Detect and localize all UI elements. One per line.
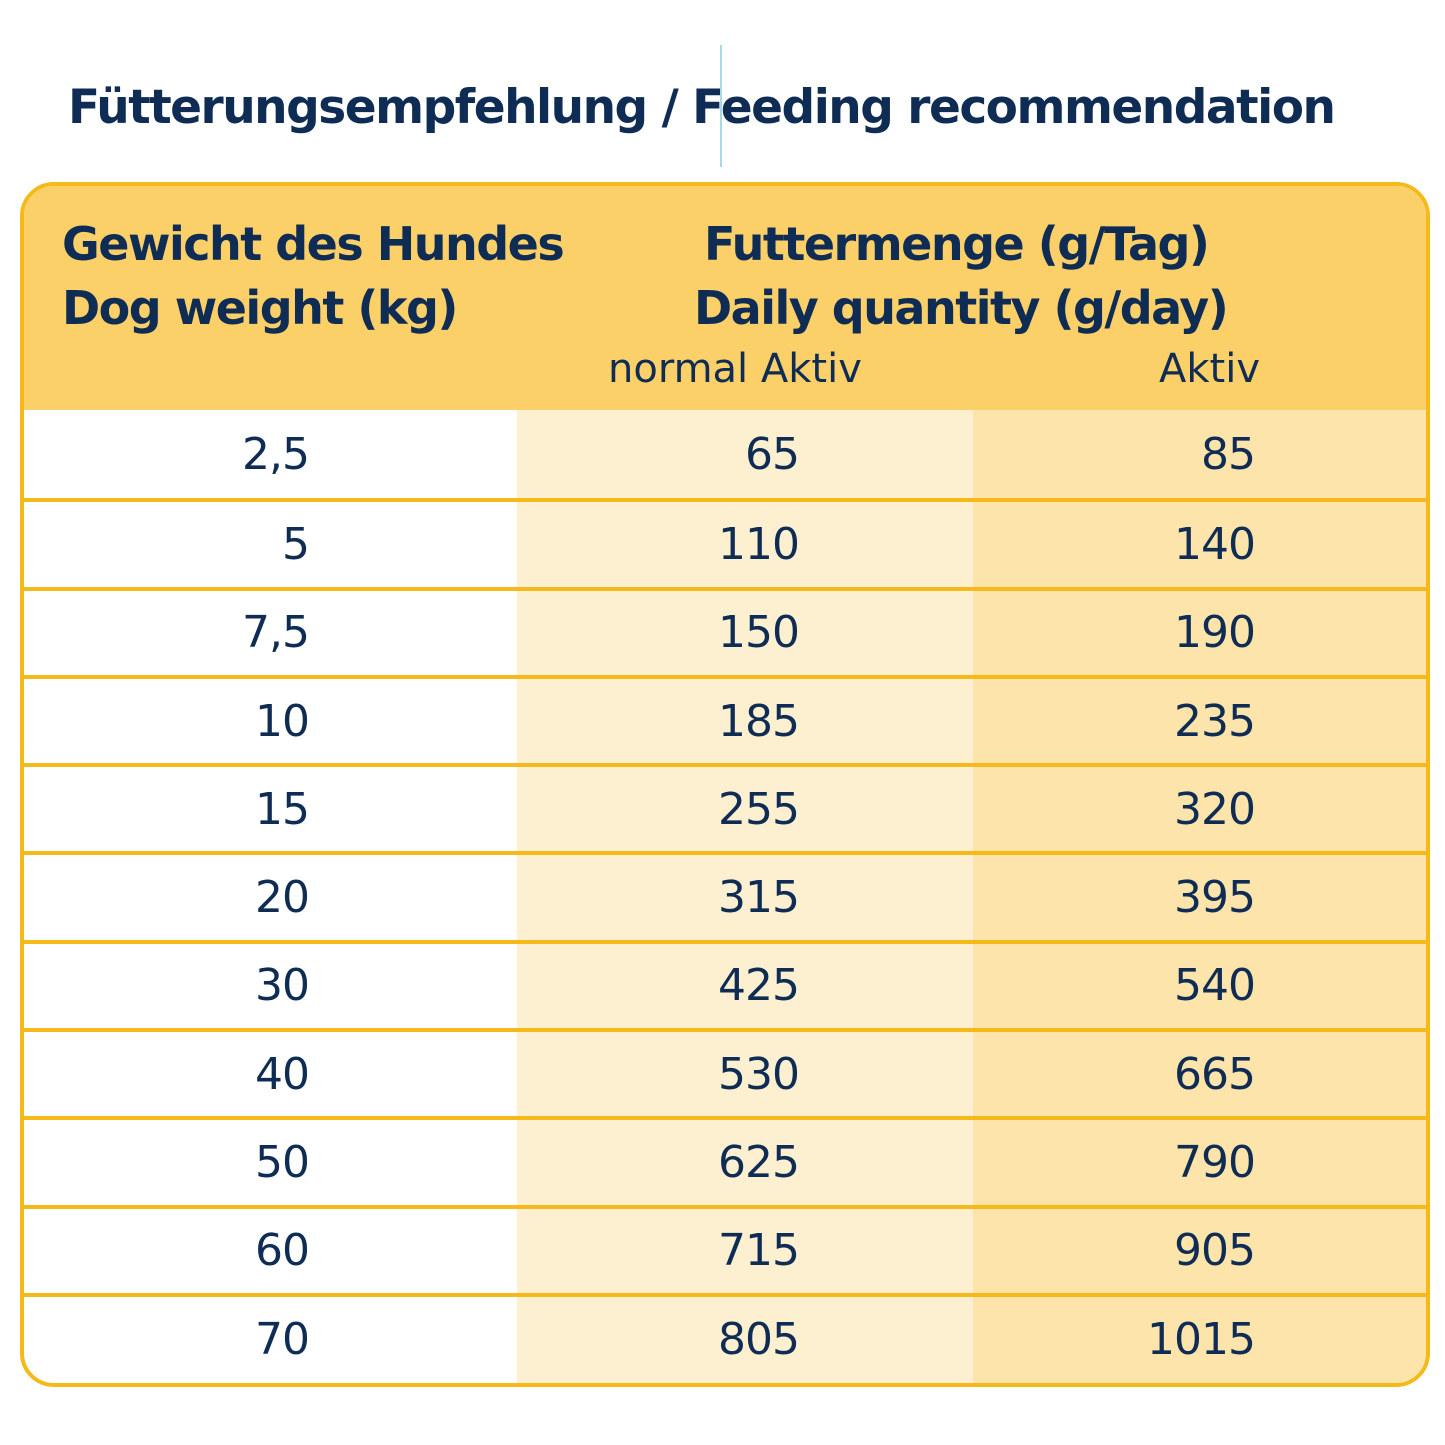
normal-cell: 530 xyxy=(718,1048,800,1100)
normal-cell: 625 xyxy=(718,1137,800,1189)
column-normal-bg xyxy=(517,410,973,1383)
active-cell: 540 xyxy=(1174,960,1256,1012)
table-row: 60 715 905 xyxy=(24,1204,1426,1293)
table-row: 40 530 665 xyxy=(24,1028,1426,1116)
table-row: 10 185 235 xyxy=(24,674,1426,763)
normal-cell: 65 xyxy=(745,428,800,480)
normal-cell: 110 xyxy=(718,518,800,570)
active-cell: 85 xyxy=(1201,428,1256,480)
normal-cell: 315 xyxy=(718,872,800,924)
column-active-bg xyxy=(973,410,1426,1383)
normal-cell: 425 xyxy=(718,960,800,1012)
weight-cell: 2,5 xyxy=(242,428,310,480)
table-row: 2,5 65 85 xyxy=(24,410,1426,498)
active-cell: 665 xyxy=(1174,1048,1256,1100)
weight-cell: 5 xyxy=(282,518,310,570)
table-row: 30 425 540 xyxy=(24,939,1426,1028)
weight-cell: 60 xyxy=(255,1225,310,1277)
weight-cell: 40 xyxy=(255,1048,310,1100)
table-header: Gewicht des Hundes Dog weight (kg) Futte… xyxy=(24,186,1426,410)
weight-cell: 70 xyxy=(255,1313,310,1365)
active-cell: 790 xyxy=(1174,1137,1256,1189)
table-row: 70 805 1015 xyxy=(24,1292,1426,1381)
active-cell: 140 xyxy=(1174,518,1256,570)
normal-cell: 185 xyxy=(718,695,800,747)
active-cell: 1015 xyxy=(1147,1313,1256,1365)
table-row: 15 255 320 xyxy=(24,763,1426,851)
active-cell: 190 xyxy=(1174,607,1256,659)
header-weight-en: Dog weight (kg) xyxy=(62,281,458,335)
weight-cell: 20 xyxy=(255,872,310,924)
active-cell: 395 xyxy=(1174,872,1256,924)
table-row: 20 315 395 xyxy=(24,851,1426,939)
table-row: 5 110 140 xyxy=(24,498,1426,586)
header-qty-en: Daily quantity (g/day) xyxy=(694,281,1229,335)
header-col-active: Aktiv xyxy=(1159,346,1260,392)
weight-cell: 15 xyxy=(255,783,310,835)
weight-cell: 50 xyxy=(255,1137,310,1189)
normal-cell: 715 xyxy=(718,1225,800,1277)
header-qty-de: Futtermenge (g/Tag) xyxy=(704,217,1210,271)
normal-cell: 805 xyxy=(718,1313,800,1365)
active-cell: 320 xyxy=(1174,783,1256,835)
weight-cell: 7,5 xyxy=(242,607,310,659)
table-row: 50 625 790 xyxy=(24,1116,1426,1204)
divider-line xyxy=(720,45,722,167)
page-title: Fütterungsempfehlung / Feeding recommend… xyxy=(68,80,1336,135)
header-weight-de: Gewicht des Hundes xyxy=(62,217,565,271)
header-col-normal: normal Aktiv xyxy=(608,346,862,392)
weight-cell: 10 xyxy=(255,695,310,747)
active-cell: 235 xyxy=(1174,695,1256,747)
table-row: 7,5 150 190 xyxy=(24,586,1426,675)
weight-cell: 30 xyxy=(255,960,310,1012)
active-cell: 905 xyxy=(1174,1225,1256,1277)
feeding-table: Gewicht des Hundes Dog weight (kg) Futte… xyxy=(20,182,1430,1387)
normal-cell: 150 xyxy=(718,607,800,659)
table-body: 2,5 65 85 5 110 140 7,5 150 190 10 185 235 15 255 320 2… xyxy=(24,410,1426,1381)
normal-cell: 255 xyxy=(718,783,800,835)
